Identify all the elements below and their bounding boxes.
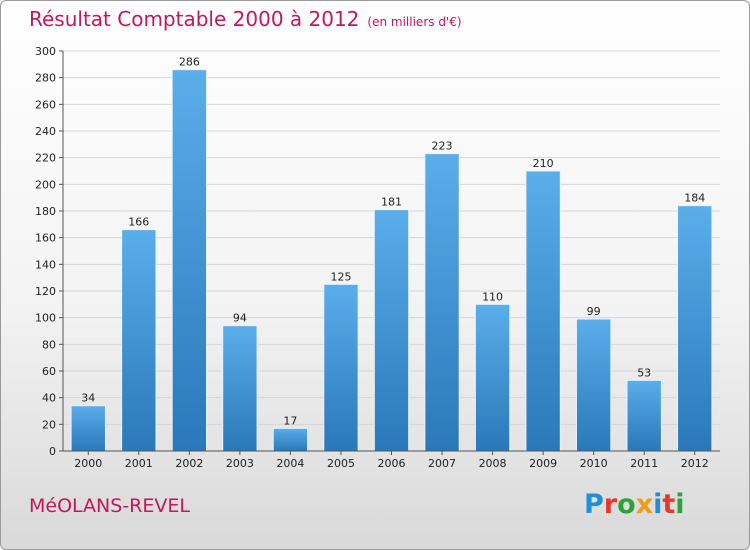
data-labels: 34 166 286 94 17 125 181 223 110 210 99 53 184	[81, 56, 705, 428]
data-label: 210	[533, 157, 554, 170]
bar	[373, 209, 410, 452]
chart-title: Résultat Comptable 2000 à 2012 (en millie…	[29, 7, 462, 31]
x-tick-label: 2003	[226, 457, 254, 470]
logo-letter: i	[653, 489, 663, 520]
y-tick-label: 80	[42, 338, 56, 351]
logo-letter: r	[603, 489, 618, 520]
data-label: 110	[482, 290, 503, 303]
x-tick-labels: 2000 2001 2002 2003 2004 2005 2006 2007 2008 2009…	[74, 457, 708, 470]
data-label: 99	[587, 305, 601, 318]
x-tick-label: 2006	[378, 457, 406, 470]
logo-letter: o	[617, 489, 636, 520]
data-label: 17	[283, 414, 297, 427]
y-tick-label: 140	[35, 258, 56, 271]
bar	[70, 405, 106, 452]
x-tick-label: 2009	[529, 457, 557, 470]
y-tick-labels: 0 20 40 60 80 100 120 140 160 180 200 220 240 260 280 3…	[35, 45, 56, 458]
logo-letter: x	[635, 489, 654, 520]
data-label: 53	[637, 366, 651, 379]
bar	[323, 283, 359, 452]
proxiti-logo: Proxiti	[584, 489, 685, 520]
y-tick-label: 180	[35, 205, 56, 218]
bar	[171, 69, 208, 452]
x-tick-label: 2008	[479, 457, 507, 470]
axes	[62, 51, 720, 455]
bar	[424, 153, 460, 452]
bar	[626, 379, 662, 452]
y-tick-label: 200	[35, 178, 56, 191]
data-label: 223	[432, 140, 453, 153]
x-tick-label: 2004	[276, 457, 304, 470]
y-tick-label: 300	[35, 45, 56, 58]
bar	[575, 318, 612, 452]
y-tick-label: 40	[42, 392, 56, 405]
logo-letter: i	[675, 489, 685, 520]
y-tick-label: 160	[35, 232, 56, 245]
title-text: Résultat Comptable 2000 à 2012	[29, 7, 360, 31]
y-tick-label: 100	[35, 312, 56, 325]
y-tick-label: 0	[49, 445, 56, 458]
data-label: 94	[233, 312, 247, 325]
x-tick-label: 2000	[74, 457, 102, 470]
x-tick-label: 2011	[630, 457, 658, 470]
y-tick-label: 260	[35, 98, 56, 111]
x-tick-label: 2007	[428, 457, 456, 470]
y-tick-label: 60	[42, 365, 56, 378]
bar	[121, 229, 157, 452]
y-tick-label: 280	[35, 72, 56, 85]
chart-subtitle: (en milliers d'€)	[367, 15, 462, 29]
y-tick-label: 240	[35, 125, 56, 138]
data-label: 181	[381, 196, 402, 209]
bar	[222, 325, 258, 452]
data-label: 125	[330, 270, 351, 283]
y-tick-label: 20	[42, 418, 56, 431]
data-label: 184	[684, 192, 705, 205]
bar	[525, 170, 561, 452]
x-tick-label: 2012	[681, 457, 709, 470]
bar	[677, 205, 713, 452]
y-tick-label: 220	[35, 152, 56, 165]
data-label: 286	[179, 56, 200, 69]
data-label: 166	[128, 216, 149, 229]
town-name: MéOLANS-REVEL	[29, 495, 190, 517]
x-tick-label: 2005	[327, 457, 355, 470]
bar	[474, 303, 511, 452]
x-tick-label: 2001	[125, 457, 153, 470]
data-label: 34	[81, 392, 95, 405]
bars	[70, 69, 713, 452]
y-tick-label: 120	[35, 285, 56, 298]
bar	[272, 427, 309, 452]
x-tick-label: 2002	[175, 457, 203, 470]
logo-letter: t	[662, 489, 676, 520]
logo-letter: P	[584, 489, 604, 520]
x-tick-label: 2010	[580, 457, 608, 470]
